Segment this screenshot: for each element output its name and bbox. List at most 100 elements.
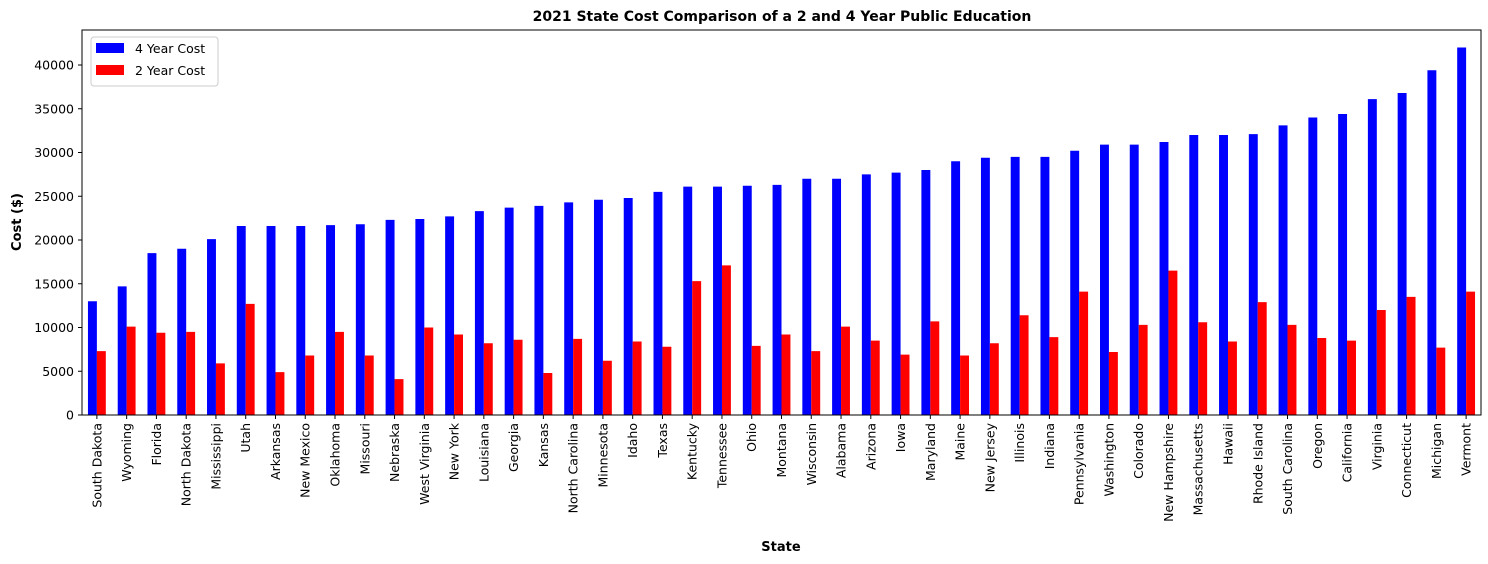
bar-4-year <box>861 174 871 415</box>
bar-2-year <box>1406 296 1416 415</box>
x-tick-label: Wyoming <box>119 423 134 482</box>
y-tick-label: 40000 <box>34 58 74 73</box>
bar-4-year <box>147 253 157 415</box>
x-tick-label: South Dakota <box>89 423 104 508</box>
bar-2-year <box>335 331 344 415</box>
bar-4-year <box>1129 144 1139 415</box>
bar-4-year <box>326 225 336 415</box>
bar-4-year <box>564 202 574 415</box>
bar-2-year <box>1287 324 1297 415</box>
bar-4-year <box>1010 156 1020 415</box>
bar-4-year <box>355 224 365 415</box>
bar-2-year <box>543 373 553 415</box>
x-tick-label: Nebraska <box>387 423 402 482</box>
x-tick-label: New Hampshire <box>1161 423 1176 522</box>
legend: 4 Year Cost 2 Year Cost <box>90 36 219 87</box>
bar-4-year <box>87 301 97 415</box>
x-tick-label: Maryland <box>923 423 938 481</box>
bar-4-year <box>683 186 693 415</box>
bar-4-year <box>415 219 425 415</box>
x-tick-label: Maine <box>953 423 968 461</box>
x-axis-label: State <box>761 540 801 555</box>
x-tick-label: Texas <box>655 423 670 459</box>
bar-2-year <box>1227 341 1237 415</box>
bar-2-year <box>156 332 166 415</box>
bar-4-year <box>921 170 931 415</box>
bar-2-year <box>96 351 106 415</box>
bar-2-year <box>394 379 404 415</box>
y-tick-label: 35000 <box>34 101 74 116</box>
x-tick-label: North Carolina <box>566 423 581 513</box>
bar-4-year <box>177 248 187 415</box>
x-tick-label: Kansas <box>536 423 551 467</box>
bar-4-year <box>653 191 663 415</box>
y-tick-label: 30000 <box>34 145 74 160</box>
x-tick-label: Missouri <box>357 423 372 474</box>
x-tick-label: Massachusetts <box>1191 423 1206 515</box>
x-tick-label: Arkansas <box>268 423 283 480</box>
legend-label-2-year: 2 Year Cost <box>135 63 205 78</box>
bar-4-year <box>266 226 276 415</box>
bar-4-year <box>534 205 544 415</box>
bar-4-year <box>1159 142 1169 415</box>
bar-4-year <box>445 216 455 415</box>
bar-4-year <box>385 219 395 415</box>
bar-4-year <box>1070 150 1080 415</box>
bar-2-year <box>1436 347 1446 415</box>
y-axis-ticks: 0 5000 10000 15000 20000 25000 30000 35000 40000 <box>34 58 82 423</box>
bar-4-year <box>832 178 842 415</box>
x-tick-label: Connecticut <box>1399 423 1414 498</box>
x-tick-label: Oregon <box>1310 423 1325 469</box>
x-tick-label: West Virginia <box>417 423 432 505</box>
bar-4-year <box>1040 156 1050 415</box>
bar-4-year <box>504 207 514 415</box>
bar-4-year <box>623 198 633 415</box>
y-tick-label: 5000 <box>42 364 74 379</box>
bar-4-year <box>1367 99 1377 415</box>
bar-4-year <box>593 199 603 415</box>
bar-2-year <box>602 360 612 415</box>
y-tick-label: 25000 <box>34 189 74 204</box>
x-tick-label: New York <box>447 422 462 480</box>
x-tick-label: Pennsylvania <box>1072 423 1087 505</box>
bar-4-year <box>1278 125 1288 415</box>
bar-2-year <box>1198 322 1208 415</box>
x-tick-label: Washington <box>1101 423 1116 496</box>
bar-4-year <box>1427 70 1437 415</box>
bar-4-year <box>772 184 782 415</box>
bar-4-year <box>1189 135 1199 415</box>
x-tick-label: Louisiana <box>476 423 491 482</box>
bar-2-year <box>1079 291 1089 415</box>
x-tick-label: Wisconsin <box>804 423 819 485</box>
bar-4-year <box>117 286 127 415</box>
x-tick-label: Mississippi <box>208 423 223 490</box>
bar-2-year <box>1257 302 1267 415</box>
x-tick-label: Virginia <box>1369 423 1384 470</box>
x-tick-label: New Mexico <box>298 423 313 498</box>
bar-2-year <box>126 326 136 415</box>
x-tick-label: Arizona <box>863 423 878 470</box>
bar-4-year <box>1338 114 1348 415</box>
bar-4-year <box>713 186 722 415</box>
x-tick-label: Michigan <box>1429 423 1444 479</box>
x-tick-label: Alabama <box>834 423 849 478</box>
bar-2-year <box>1138 324 1148 415</box>
bar-4-year <box>980 157 990 415</box>
bar-2-year <box>721 265 731 415</box>
bar-4-year <box>891 172 901 415</box>
bar-4-year <box>1219 135 1228 415</box>
x-tick-label: New Jersey <box>982 422 997 492</box>
x-tick-label: Indiana <box>1042 423 1057 469</box>
bar-2-year <box>662 346 672 415</box>
x-tick-label: Kentucky <box>685 422 700 480</box>
bar-2-year <box>454 334 464 415</box>
bar-2-year <box>960 355 970 415</box>
bar-2-year <box>245 303 255 415</box>
bar-2-year <box>186 331 196 415</box>
chart-title: 2021 State Cost Comparison of a 2 and 4 … <box>533 9 1032 25</box>
bar-2-year <box>811 351 821 415</box>
bar-4-year <box>802 178 812 415</box>
bar-2-year <box>1347 340 1356 415</box>
bar-2-year <box>1049 337 1059 415</box>
